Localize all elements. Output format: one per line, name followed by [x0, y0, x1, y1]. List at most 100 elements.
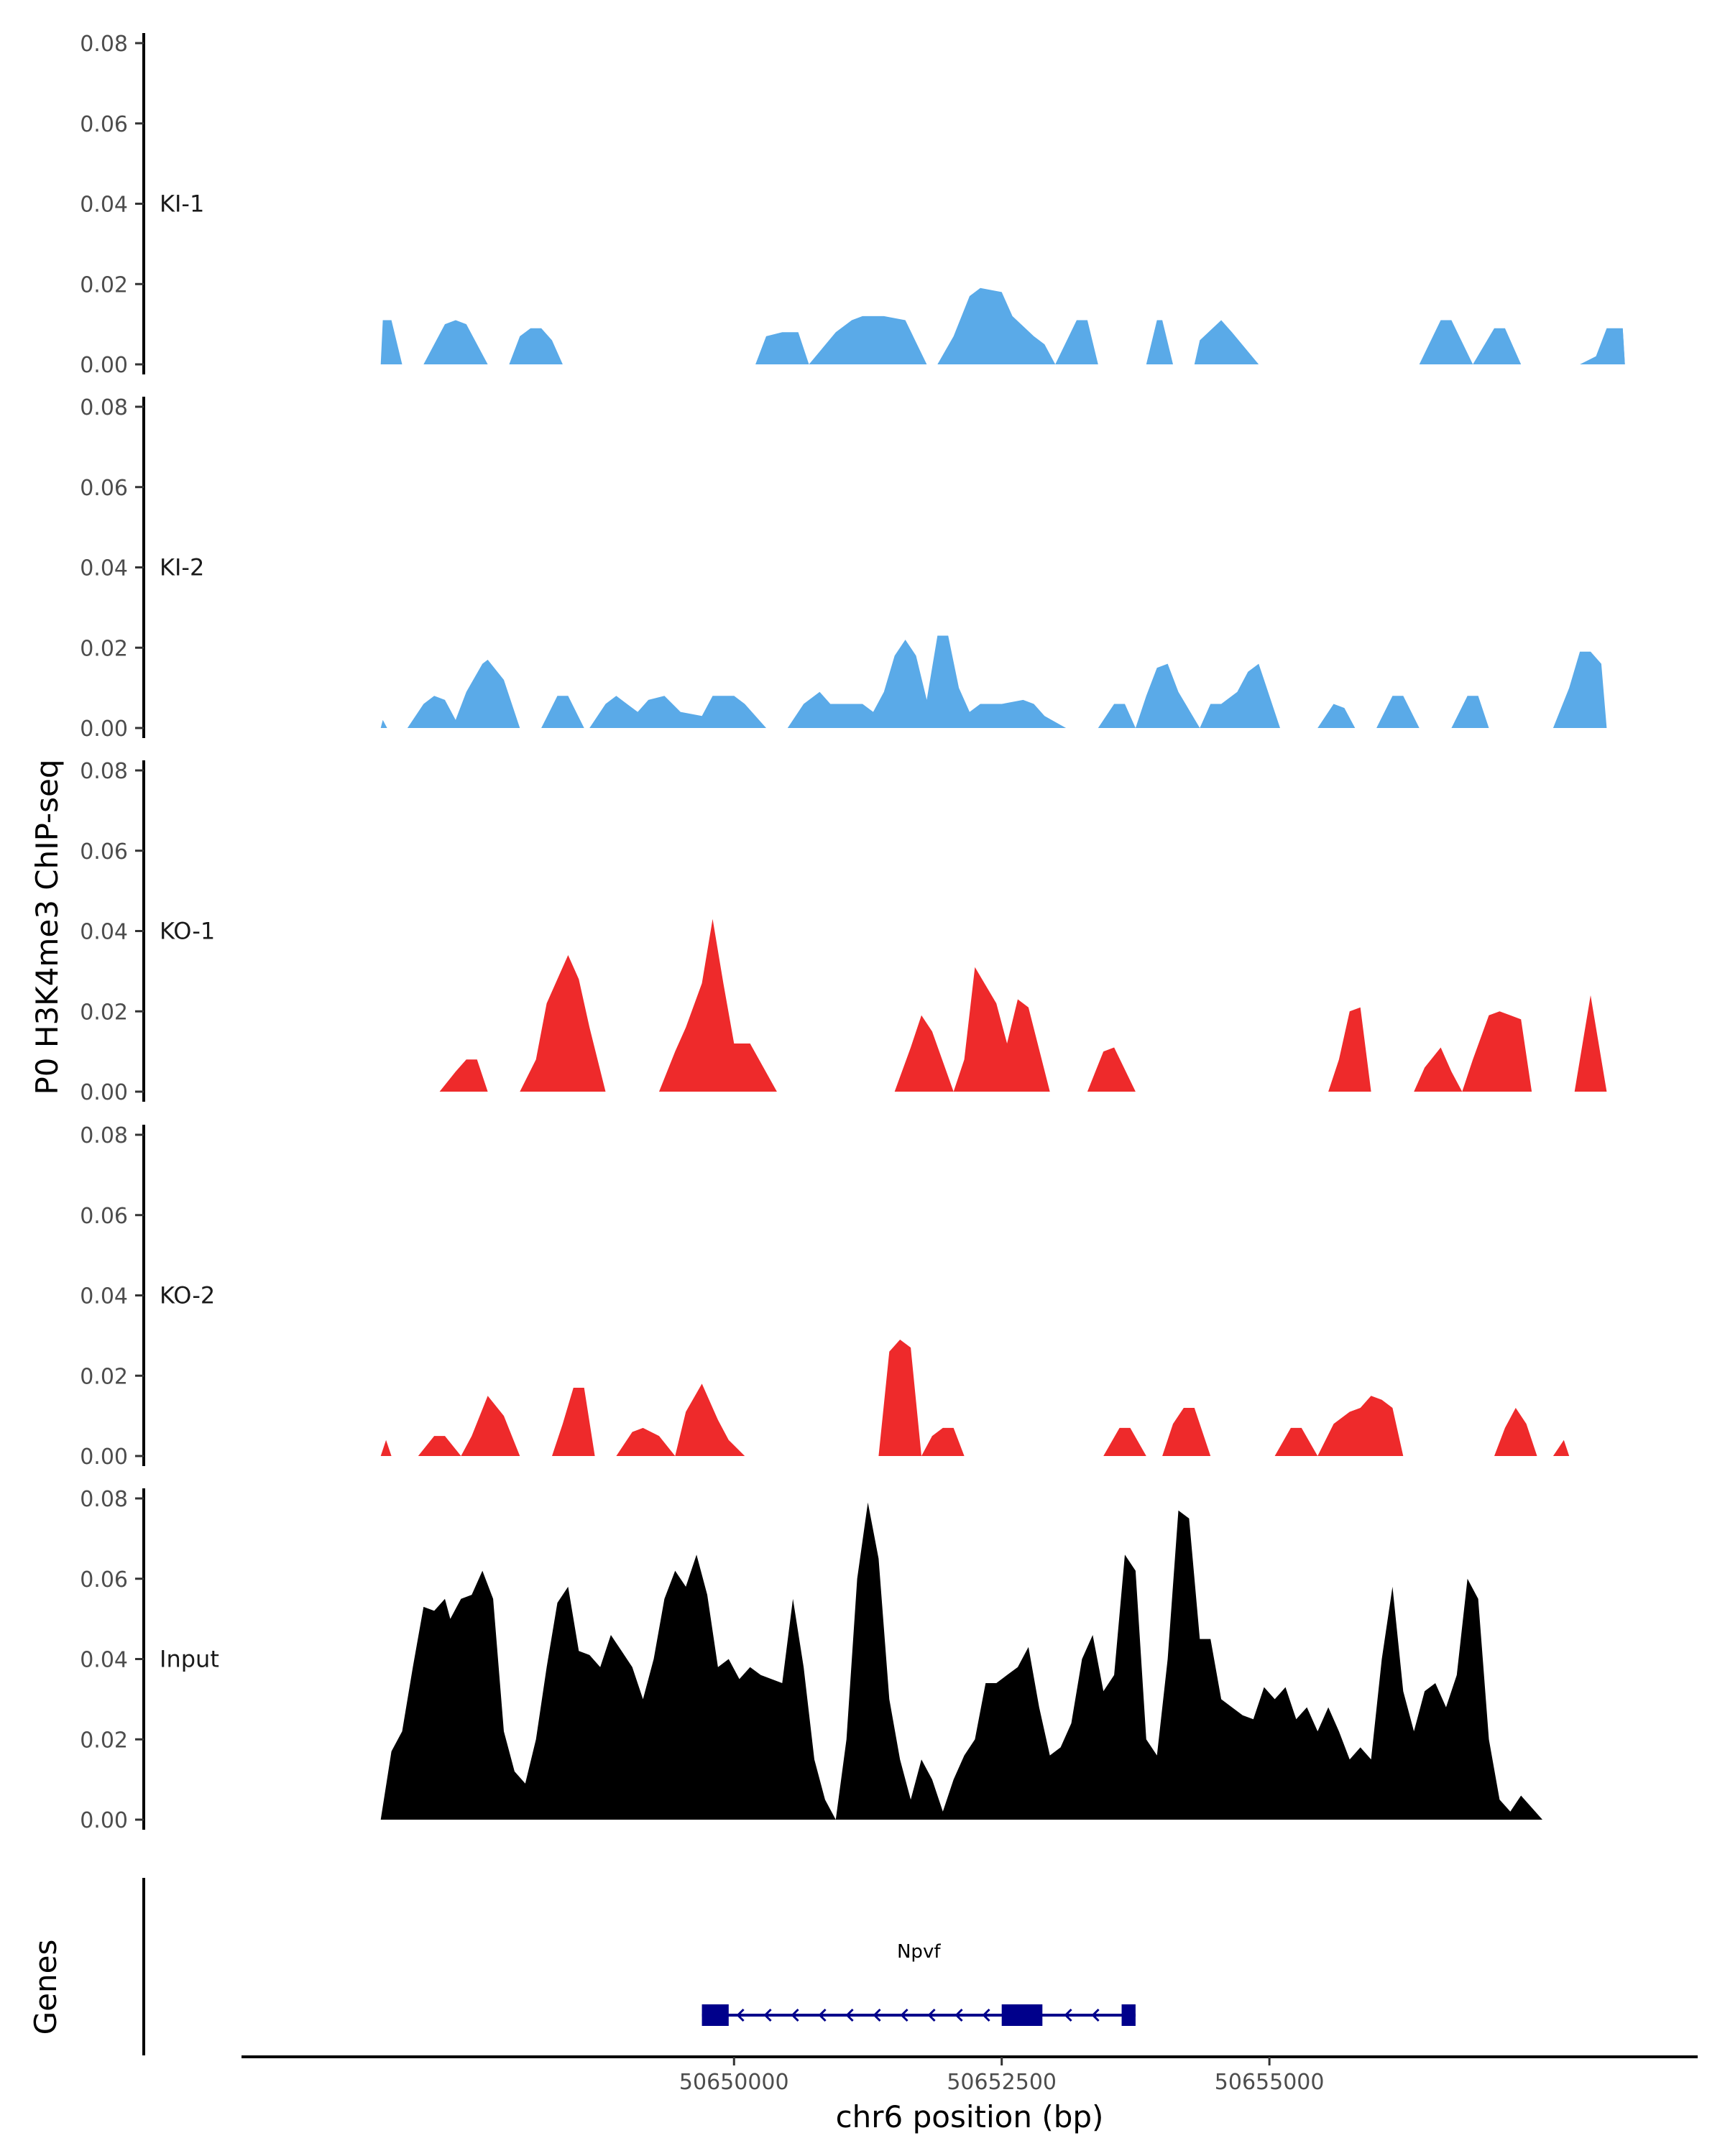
strand-arrow: [982, 2008, 990, 2022]
coverage-peak: [787, 635, 1067, 728]
y-tick-label: 0.08: [80, 1487, 128, 1512]
coverage-peak: [1451, 696, 1489, 728]
track-ki-2: 0.00 0.02 0.04 0.06 0.08 KI-2: [80, 395, 1607, 742]
coverage-peak: [541, 696, 584, 728]
track-ko-2: 0.00 0.02 0.04 0.06 0.08 KO-2: [80, 1123, 1570, 1470]
gene-name-label: Npvf: [897, 1941, 941, 1963]
gene-exon: [1001, 2004, 1043, 2026]
track-label: Input: [160, 1646, 219, 1673]
coverage-peak: [1098, 704, 1136, 728]
strand-arrow: [900, 2008, 908, 2022]
track-label: KI-1: [160, 190, 204, 218]
coverage-peak: [1414, 1047, 1463, 1092]
gene-exon: [702, 2004, 729, 2026]
coverage-peak: [1274, 1427, 1318, 1456]
gene-npvf: Npvf: [702, 1941, 1136, 2026]
coverage-peak: [616, 1427, 676, 1456]
coverage-peak: [659, 918, 777, 1092]
coverage-peak: [953, 967, 1050, 1092]
coverage-peak: [1494, 1408, 1537, 1456]
coverage-peak: [675, 1383, 745, 1456]
strand-arrow: [954, 2008, 963, 2022]
y-tick-label: 0.08: [80, 1123, 128, 1148]
coverage-peak: [418, 1436, 461, 1456]
track-label: KO-2: [160, 1282, 215, 1309]
coverage-area: [439, 1059, 488, 1092]
genes-axis-title: Genes: [28, 1940, 63, 2035]
coverage-peak: [1135, 663, 1200, 728]
x-axis-title: chr6 position (bp): [836, 2099, 1104, 2134]
genes-panel: Genes Npvf: [28, 1878, 1136, 2055]
y-tick-label: 0.06: [80, 1567, 128, 1593]
strand-arrow: [818, 2008, 827, 2022]
y-tick-label: 0.06: [80, 839, 128, 865]
coverage-peak: [1462, 1011, 1532, 1092]
y-tick-label: 0.02: [80, 272, 128, 298]
strand-arrow: [763, 2008, 772, 2022]
coverage-peak: [589, 696, 766, 728]
track-label: KO-1: [160, 918, 215, 945]
y-tick-label: 0.06: [80, 1204, 128, 1229]
y-tick-label: 0.02: [80, 1728, 128, 1753]
tracks-layer: 0.00 0.02 0.04 0.06 0.08 KI-1 0.00 0.02 0.04 0.06…: [80, 32, 1625, 1833]
coverage-peak: [1473, 328, 1522, 364]
y-tick-label: 0.02: [80, 1364, 128, 1389]
y-axis-title: P0 H3K4me3 ChIP-seq: [29, 759, 65, 1095]
y-tick-label: 0.00: [80, 353, 128, 378]
y-tick-label: 0.06: [80, 112, 128, 137]
coverage-peak: [1317, 1396, 1404, 1456]
y-tick-label: 0.04: [80, 193, 128, 218]
y-tick-label: 0.00: [80, 1808, 128, 1833]
y-tick-label: 0.00: [80, 717, 128, 742]
coverage-peak: [552, 1388, 595, 1456]
coverage-peak: [1162, 1408, 1211, 1456]
strand-arrow: [927, 2008, 936, 2022]
y-tick-label: 0.08: [80, 32, 128, 57]
y-tick-label: 0.04: [80, 1648, 128, 1673]
coverage-area: [380, 1439, 392, 1456]
coverage-peak: [878, 1340, 921, 1456]
track-label: KI-2: [160, 554, 204, 581]
coverage-peak: [1328, 1007, 1371, 1092]
y-tick-label: 0.02: [80, 1000, 128, 1025]
y-tick-label: 0.00: [80, 1080, 128, 1105]
y-tick-label: 0.06: [80, 476, 128, 501]
coverage-peak: [1552, 1439, 1570, 1456]
track-ki-1: 0.00 0.02 0.04 0.06 0.08 KI-1: [80, 32, 1625, 378]
y-tick-label: 0.04: [80, 920, 128, 945]
coverage-peak: [407, 660, 520, 728]
y-tick-label: 0.04: [80, 556, 128, 581]
y-tick-label: 0.02: [80, 636, 128, 661]
strand-arrow: [791, 2008, 799, 2022]
coverage-peak: [1103, 1427, 1146, 1456]
strand-arrow: [845, 2008, 854, 2022]
y-tick-label: 0.04: [80, 1284, 128, 1309]
coverage-peak: [1317, 704, 1356, 728]
coverage-peak: [461, 1396, 520, 1456]
coverage-peak: [520, 955, 606, 1092]
coverage-peak: [1376, 696, 1420, 728]
coverage-peak: [894, 1015, 954, 1092]
coverage-peak: [1552, 651, 1607, 728]
coverage-peak: [1419, 320, 1473, 364]
coverage-peak: [921, 1427, 965, 1456]
coverage-area: [380, 719, 387, 728]
y-tick-label: 0.08: [80, 395, 128, 420]
coverage-area: [380, 1502, 1618, 1820]
x-tick-label: 50650000: [679, 2070, 789, 2095]
coverage-area: [380, 287, 1625, 364]
coverage-peak: [1200, 663, 1280, 728]
strand-arrow: [1091, 2008, 1100, 2022]
strand-arrow: [873, 2008, 881, 2022]
y-tick-label: 0.00: [80, 1445, 128, 1470]
x-tick-label: 50655000: [1215, 2070, 1325, 2095]
strand-arrow: [1064, 2008, 1072, 2022]
x-tick-label: 50652500: [947, 2070, 1057, 2095]
strand-arrow: [736, 2008, 745, 2022]
track-ko-1: 0.00 0.02 0.04 0.06 0.08 KO-1: [80, 759, 1607, 1105]
y-tick-label: 0.08: [80, 759, 128, 784]
coverage-peak: [1087, 1047, 1136, 1092]
x-axis: 50650000 50652500 50655000: [242, 2055, 1698, 2095]
coverage-peak: [1574, 995, 1607, 1092]
